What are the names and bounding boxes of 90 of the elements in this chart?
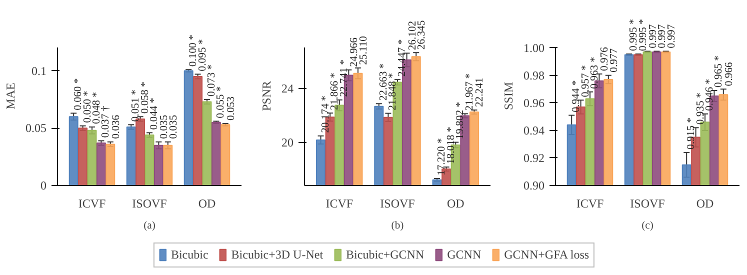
- bar: [144, 134, 154, 186]
- y-tick-label: 0.96: [524, 96, 544, 110]
- data-label: 0.048 *: [92, 92, 102, 124]
- data-label: 0.957 *: [580, 65, 592, 98]
- data-label: 21.866 *: [330, 72, 341, 110]
- data-label: 22.741 *: [338, 60, 350, 97]
- bar: [220, 124, 230, 186]
- data-label: 0.036: [110, 114, 122, 139]
- y-tick-label: 20: [282, 135, 294, 150]
- data-label: 0.095 *: [197, 39, 208, 72]
- data-label: 22.241: [474, 78, 486, 108]
- bar: [106, 144, 116, 186]
- y-tick-label: 0.98: [524, 68, 544, 82]
- bar: [78, 128, 88, 186]
- y-tick-label: 0.90: [524, 178, 544, 192]
- data-label: 0.997: [666, 24, 678, 48]
- data-label: 24.966: [349, 36, 360, 67]
- data-label: 0.035: [159, 114, 170, 139]
- bar: [163, 144, 173, 186]
- data-label: 21.848 *: [388, 73, 399, 110]
- data-label: 0.944 *: [571, 80, 582, 112]
- data-label: 0.997: [648, 24, 659, 48]
- y-tick-label: 0.05: [26, 121, 46, 136]
- x-tick-label: OD: [446, 196, 465, 210]
- bar: [154, 144, 164, 186]
- text: (a): [144, 220, 156, 232]
- x-tick-label: ISOVF: [132, 196, 168, 210]
- data-label: 0.966: [724, 61, 735, 86]
- data-label: 24.447 *: [397, 39, 408, 77]
- y-axis-title: SSIM: [502, 82, 516, 110]
- data-label: 22.663 *: [378, 63, 390, 101]
- data-label: 26.102: [407, 20, 418, 50]
- data-label: 18.018 *: [446, 126, 457, 164]
- data-label: 26.345: [416, 20, 428, 50]
- data-label: 0.060 *: [73, 78, 84, 110]
- data-label: 0.995 *: [628, 19, 640, 52]
- x-tick-label: ISOVF: [380, 196, 416, 210]
- legend-label: Bicubic: [170, 247, 208, 262]
- bar: [68, 116, 78, 186]
- bar: [202, 101, 212, 186]
- y-tick-label: 0: [40, 178, 46, 192]
- data-label: 17.220 *: [436, 138, 448, 176]
- bar: [96, 142, 106, 186]
- x-tick-label: ICVF: [326, 196, 354, 210]
- bar: [184, 70, 194, 186]
- data-label: 0.073 *: [206, 64, 218, 96]
- x-tick-label: ISOVF: [630, 196, 666, 210]
- data-label: 19.802 *: [455, 102, 466, 140]
- data-label: 0.053: [226, 96, 237, 121]
- text: (b): [391, 220, 404, 232]
- legend-label: GCNN: [447, 247, 482, 262]
- y-tick-label: 0.1: [32, 64, 46, 78]
- data-label: 0.946 *: [704, 78, 716, 111]
- data-label: 0.995 *: [638, 19, 649, 52]
- data-label: 25.110: [358, 36, 370, 65]
- x-tick-label: OD: [696, 196, 714, 210]
- bar: [87, 130, 97, 186]
- x-tick-label: OD: [198, 196, 216, 210]
- data-label: 0.977: [608, 48, 620, 72]
- y-axis-title: MAE: [4, 82, 18, 110]
- data-label: 0.976: [600, 46, 611, 71]
- data-label: 0.997: [657, 24, 668, 48]
- bar: [211, 122, 221, 186]
- bar: [126, 126, 136, 186]
- data-label: 0.935 *: [695, 92, 706, 125]
- data-label: 0.965 *: [714, 56, 725, 88]
- y-tick-label: 0.94: [524, 123, 544, 138]
- data-label: 0.051 *: [130, 90, 142, 122]
- data-label: 0.037 †: [100, 106, 112, 138]
- bar: [193, 76, 203, 186]
- data-label: 0.100 *: [188, 34, 200, 67]
- legend-label: GCNN+GFA loss: [504, 247, 590, 262]
- text: (c): [642, 220, 654, 232]
- y-axis-title: PSNR: [260, 80, 274, 112]
- legend-label: Bicubic+GCNN: [346, 247, 424, 262]
- y-tick-label: 0.92: [524, 150, 544, 165]
- x-tick-label: ICVF: [576, 196, 604, 210]
- data-label: 0.058 *: [140, 82, 151, 114]
- data-label: 20.174 *: [320, 96, 332, 133]
- y-tick-label: 1.00: [524, 40, 544, 55]
- data-label: 0.035: [168, 114, 180, 139]
- legend-label: Bicubic+3D U-Net: [231, 247, 324, 262]
- data-label: 0.055 *: [216, 86, 227, 118]
- x-tick-label: ICVF: [78, 196, 106, 210]
- data-label: 0.050 *: [82, 90, 94, 123]
- data-label: 0.915 *: [686, 117, 698, 150]
- y-tick-label: 24: [282, 81, 294, 96]
- data-label: 0.044 *: [149, 98, 160, 130]
- data-label: 0.963 *: [590, 56, 600, 89]
- data-label: 21.967 *: [464, 73, 476, 111]
